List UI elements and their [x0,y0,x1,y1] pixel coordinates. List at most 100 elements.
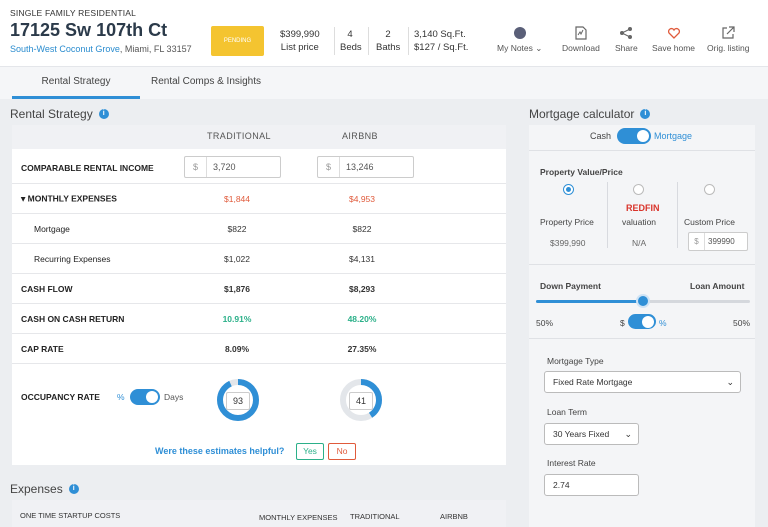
divider [334,27,335,55]
neighborhood-link[interactable]: South-West Coconut Grove [10,44,120,54]
cash-mortgage-toggle[interactable] [617,128,651,144]
download-label: Download [562,43,600,53]
info-icon[interactable]: i [98,109,109,119]
slider-handle[interactable] [636,294,650,308]
input-value: 3,720 [213,162,236,172]
beds-label: Beds [340,42,362,53]
baths: 2 Baths [376,28,400,54]
traditional-occupancy-value[interactable]: 93 [226,392,250,410]
column-header-bar [12,125,506,149]
dollar-percent-toggle[interactable] [628,314,656,329]
divider [408,27,409,55]
row-label: Mortgage [34,223,70,234]
redfin-valuation-option: valuation [622,217,657,227]
notes-avatar-icon [497,26,542,40]
expenses-title-text: Expenses [10,482,63,496]
row-label: ▾ MONTHLY EXPENSES [21,193,117,203]
beds: 4 Beds [340,28,362,54]
slider-fill [536,300,643,303]
col-traditional: TRADITIONAL [350,512,400,521]
rental-strategy-title-text: Rental Strategy [10,107,93,121]
row-label: COMPARABLE RENTAL INCOME [21,162,154,173]
divider [677,182,678,248]
down-payment-percent: 50% [536,318,554,328]
pdf-icon [562,26,600,40]
sqft-value: 3,140 Sq.Ft. [414,29,466,40]
custom-price-radio[interactable] [704,184,715,195]
rental-strategy-title: Rental Strategy i [10,107,109,121]
rental-strategy-panel [12,125,506,465]
divider [368,27,369,55]
recurring-expenses-row: Recurring Expenses $1,022 $4,131 [12,244,506,274]
tab-rental-strategy[interactable]: Rental Strategy [12,67,140,99]
external-link-icon [707,26,750,40]
interest-rate-label: Interest Rate [547,458,596,468]
custom-price-option: Custom Price [684,217,736,227]
divider [529,264,755,265]
airbnb-value: 48.20% [347,313,377,324]
input-value: 13,246 [346,162,374,172]
interest-rate-input[interactable]: 2.74 [544,474,639,496]
row-label: CASH FLOW [21,283,73,294]
percent-label: % [659,318,667,328]
baths-value: 2 [385,29,391,40]
info-icon[interactable]: i [68,484,79,494]
heart-icon [652,26,695,40]
cash-flow-row: CASH FLOW $1,876 $8,293 [12,274,506,304]
selected-value: Fixed Rate Mortgage [553,377,633,387]
divider [529,338,755,339]
property-price-radio[interactable] [563,184,574,195]
save-home-button[interactable]: Save home [652,26,695,53]
dollar-label: $ [620,318,625,328]
list-price-label: List price [280,42,319,53]
occupancy-label: OCCUPANCY RATE [21,392,100,402]
airbnb-value: $4,131 [349,253,375,264]
occupancy-days-label: Days [164,392,184,402]
airbnb-value: $822 [352,223,372,234]
selected-value: 30 Years Fixed [553,429,610,439]
share-label: Share [615,43,638,53]
cash-label: Cash [590,131,612,141]
input-value: 399990 [708,237,735,246]
share-button[interactable]: Share [615,26,638,53]
row-label: CAP RATE [21,343,64,354]
original-listing-label: Orig. listing [707,43,750,53]
tab-bar: Rental Strategy Rental Comps & Insights [0,66,768,99]
traditional-value: 8.09% [224,343,250,354]
airbnb-value: $8,293 [349,283,375,294]
expenses-title: Expenses i [10,482,79,496]
share-icon [615,26,638,40]
airbnb-income-input[interactable]: $13,246 [317,156,414,178]
redfin-valuation-radio[interactable] [633,184,644,195]
custom-price-input[interactable]: $399990 [688,232,748,251]
property-type: SINGLE FAMILY RESIDENTIAL [10,8,137,18]
chevron-down-icon: ⌄ [624,429,632,439]
yes-button[interactable]: Yes [296,443,324,460]
chevron-down-icon: ⌄ [726,377,734,387]
col-startup: ONE TIME STARTUP COSTS [20,511,121,520]
original-listing-link[interactable]: Orig. listing [707,26,750,53]
download-button[interactable]: Download [562,26,600,53]
no-button[interactable]: No [328,443,356,460]
status-badge: PENDING [211,26,264,56]
property-value-label: Property Value/Price [540,167,623,177]
mortgage-type-label: Mortgage Type [547,356,604,366]
traditional-income-input[interactable]: $3,720 [184,156,281,178]
property-price-value: $399,990 [550,238,586,248]
mortgage-type-select[interactable]: Fixed Rate Mortgage ⌄ [544,371,741,393]
property-address: 17125 Sw 107th Ct [10,20,168,40]
currency-prefix: $ [318,157,340,177]
info-icon[interactable]: i [640,109,651,119]
loan-term-select[interactable]: 30 Years Fixed ⌄ [544,423,639,445]
down-payment-label: Down Payment [540,281,601,291]
monthly-expenses-row[interactable]: ▾ MONTHLY EXPENSES $1,844 $4,953 [12,184,506,214]
currency-prefix: $ [185,157,207,177]
mortgage-row: Mortgage $822 $822 [12,214,506,244]
occupancy-unit-toggle[interactable] [130,389,160,405]
airbnb-occupancy-value[interactable]: 41 [349,392,373,410]
property-header: SINGLE FAMILY RESIDENTIAL 17125 Sw 107th… [0,0,768,66]
my-notes-button[interactable]: My Notes ⌄ [497,26,542,54]
city-state: , Miami, FL 33157 [119,44,192,54]
tab-rental-comps[interactable]: Rental Comps & Insights [150,76,262,87]
my-notes-label: My Notes [497,43,533,53]
